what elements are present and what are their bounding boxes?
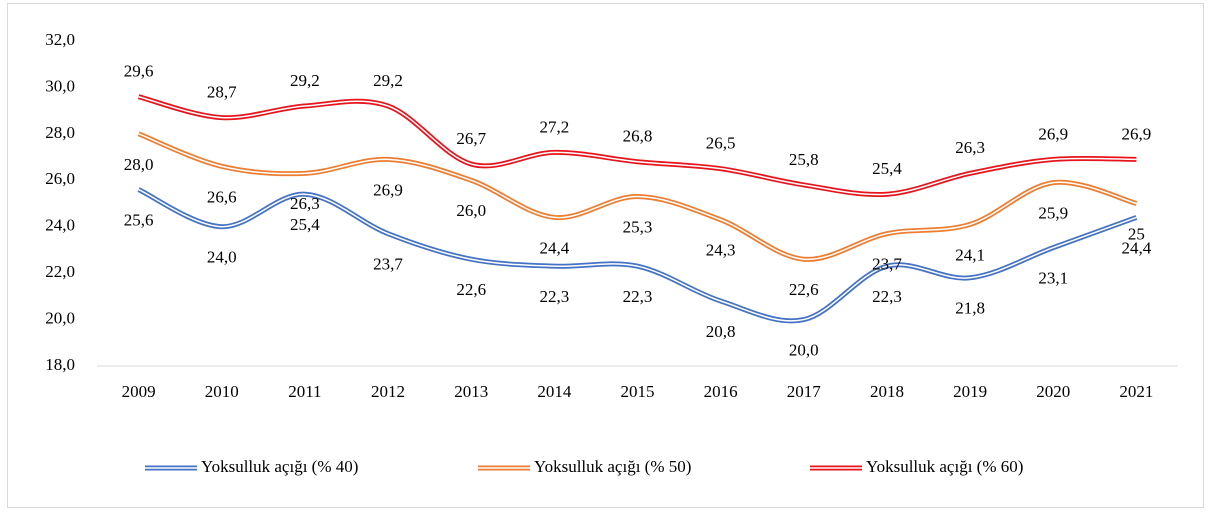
x-tick-label: 2012	[371, 382, 405, 401]
data-label: 22,6	[456, 280, 486, 299]
legend-label: Yoksulluk açığı (% 50)	[534, 457, 691, 476]
x-tick-label: 2016	[704, 382, 738, 401]
x-tick-label: 2010	[205, 382, 239, 401]
data-label: 23,7	[373, 255, 403, 274]
data-label: 26,9	[373, 180, 403, 199]
data-label: 26,9	[1038, 124, 1068, 143]
legend-label: Yoksulluk açığı (% 40)	[201, 457, 358, 476]
data-label: 22,3	[539, 287, 569, 306]
data-label: 22,6	[789, 280, 819, 299]
data-label: 25,4	[872, 159, 902, 178]
x-tick-label: 2017	[787, 382, 822, 401]
data-label: 22,3	[623, 287, 653, 306]
x-tick-label: 2021	[1119, 382, 1153, 401]
series-line-inner	[138, 95, 1137, 196]
x-tick-label: 2009	[122, 382, 156, 401]
data-label: 26,7	[456, 129, 486, 148]
data-label: 27,2	[539, 117, 569, 136]
data-label: 28,0	[124, 155, 154, 174]
data-label: 20,8	[706, 322, 736, 341]
x-tick-label: 2011	[288, 382, 321, 401]
y-tick-label: 18,0	[45, 355, 75, 374]
data-label: 25,4	[290, 215, 320, 234]
y-tick-label: 32,0	[45, 30, 75, 49]
y-tick-label: 22,0	[45, 262, 75, 281]
data-label: 25,3	[623, 217, 653, 236]
data-label: 26,3	[290, 194, 320, 213]
data-label: 29,2	[373, 71, 403, 90]
y-tick-label: 20,0	[45, 308, 75, 327]
data-label: 24,3	[706, 241, 736, 260]
data-label: 23,7	[872, 255, 902, 274]
data-label: 26,9	[1122, 124, 1152, 143]
data-label: 23,1	[1038, 269, 1068, 288]
data-label: 29,6	[124, 62, 154, 81]
data-label: 28,7	[207, 83, 237, 102]
data-label: 26,3	[955, 138, 985, 157]
data-label: 25,6	[124, 210, 154, 229]
x-tick-label: 2020	[1036, 382, 1070, 401]
data-label: 25,9	[1038, 204, 1068, 223]
y-tick-label: 30,0	[45, 76, 75, 95]
y-tick-label: 26,0	[45, 169, 75, 188]
y-tick-label: 28,0	[45, 123, 75, 142]
x-tick-label: 2015	[621, 382, 655, 401]
legend-label: Yoksulluk açığı (% 60)	[866, 457, 1023, 476]
data-label: 25	[1128, 224, 1145, 243]
data-label: 20,0	[789, 340, 819, 359]
x-tick-label: 2019	[953, 382, 987, 401]
data-label: 22,3	[872, 287, 902, 306]
x-tick-label: 2013	[454, 382, 488, 401]
series-line-inner	[138, 133, 1137, 260]
data-label: 25,8	[789, 150, 819, 169]
data-label: 26,8	[623, 127, 653, 146]
data-label: 26,5	[706, 134, 736, 153]
y-tick-label: 24,0	[45, 216, 75, 235]
data-label: 24,1	[955, 245, 985, 264]
data-label: 29,2	[290, 71, 320, 90]
x-tick-label: 2014	[537, 382, 572, 401]
data-label: 24,4	[1122, 238, 1152, 257]
series-line-inner	[138, 188, 1137, 322]
x-tick-label: 2018	[870, 382, 904, 401]
data-label: 24,4	[539, 238, 569, 257]
chart-border	[7, 3, 1204, 508]
data-label: 24,0	[207, 248, 237, 267]
data-label: 26,6	[207, 187, 237, 206]
data-label: 26,0	[456, 201, 486, 220]
data-label: 21,8	[955, 299, 985, 318]
